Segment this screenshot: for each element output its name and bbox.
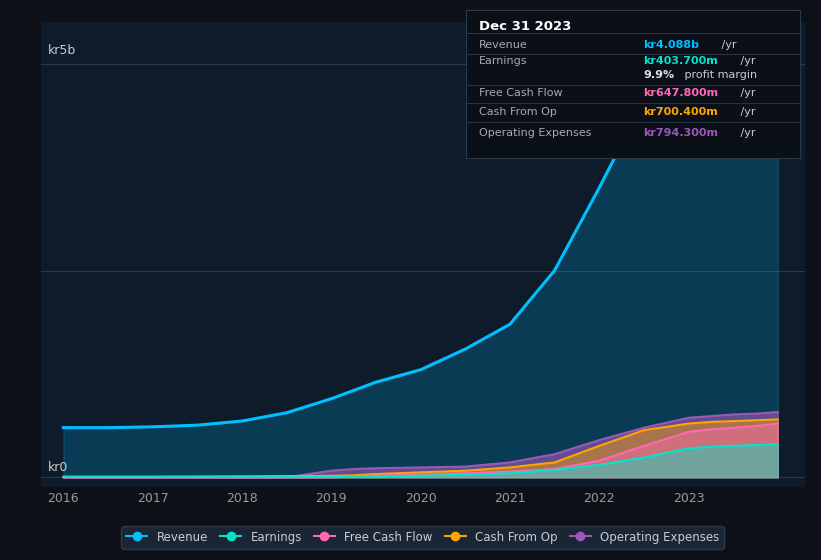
Text: /yr: /yr xyxy=(736,107,755,117)
Text: profit margin: profit margin xyxy=(681,70,757,80)
Text: Free Cash Flow: Free Cash Flow xyxy=(479,87,562,97)
Text: /yr: /yr xyxy=(736,128,755,138)
Legend: Revenue, Earnings, Free Cash Flow, Cash From Op, Operating Expenses: Revenue, Earnings, Free Cash Flow, Cash … xyxy=(122,526,724,549)
Text: kr0: kr0 xyxy=(48,461,69,474)
Text: Operating Expenses: Operating Expenses xyxy=(479,128,591,138)
Text: kr4.088b: kr4.088b xyxy=(643,40,699,50)
Text: kr700.400m: kr700.400m xyxy=(643,107,718,117)
Text: Dec 31 2023: Dec 31 2023 xyxy=(479,20,571,33)
Text: /yr: /yr xyxy=(718,40,736,50)
Text: /yr: /yr xyxy=(736,57,755,67)
Text: 9.9%: 9.9% xyxy=(643,70,674,80)
Text: /yr: /yr xyxy=(736,87,755,97)
Text: Cash From Op: Cash From Op xyxy=(479,107,557,117)
Text: kr403.700m: kr403.700m xyxy=(643,57,718,67)
Text: kr794.300m: kr794.300m xyxy=(643,128,718,138)
Text: Revenue: Revenue xyxy=(479,40,528,50)
Text: kr647.800m: kr647.800m xyxy=(643,87,718,97)
Text: kr5b: kr5b xyxy=(48,44,76,57)
Text: Earnings: Earnings xyxy=(479,57,527,67)
